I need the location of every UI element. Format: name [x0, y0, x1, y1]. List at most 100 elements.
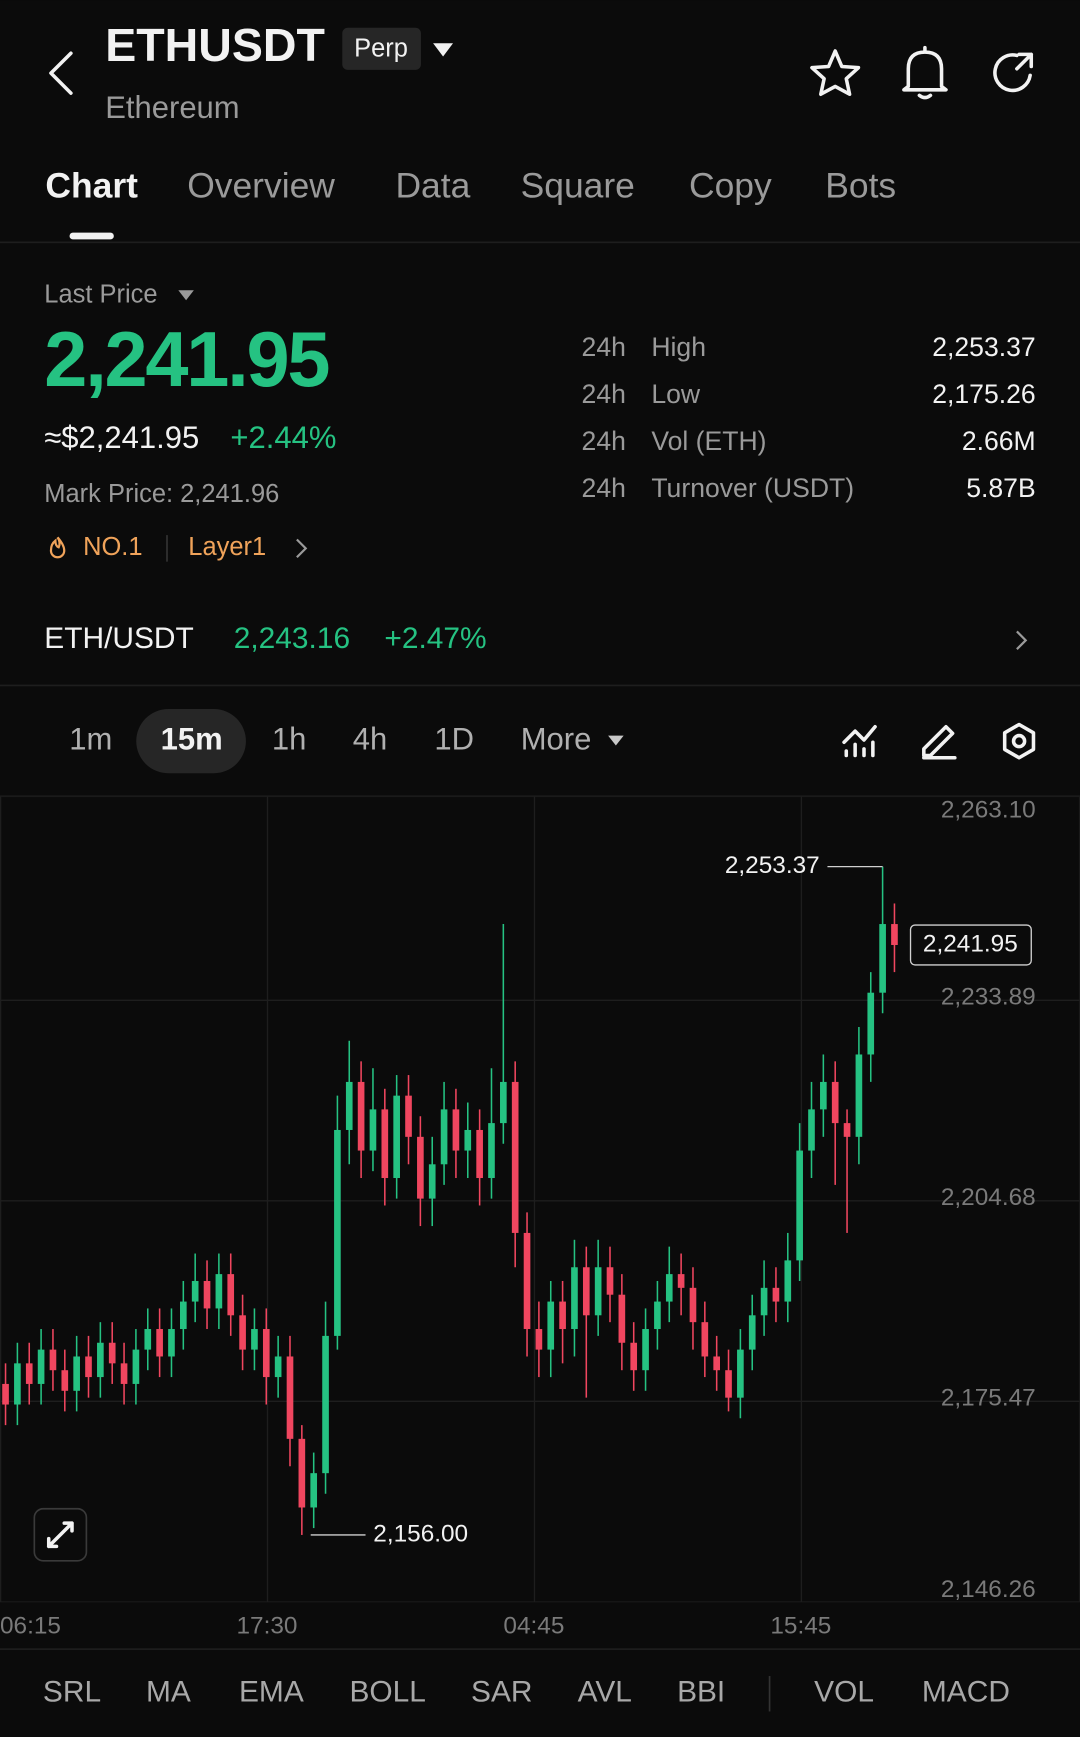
- stats: 24h High 2,253.37 24h Low 2,175.26 24h Vol (ETH…: [582, 332, 1036, 503]
- stat-period: 24h: [582, 426, 626, 456]
- tab[interactable]: Copy: [689, 166, 772, 206]
- indicator[interactable]: SRL: [43, 1676, 101, 1709]
- indicator[interactable]: BBI: [677, 1676, 725, 1709]
- candle-body: [61, 1370, 69, 1391]
- interval[interactable]: 1m: [69, 721, 112, 756]
- draw-icon[interactable]: [922, 724, 957, 760]
- settings-icon-dot[interactable]: [1011, 733, 1027, 749]
- candle-body: [144, 1329, 152, 1350]
- candle-body: [440, 1109, 448, 1165]
- stat-name: High: [651, 332, 706, 362]
- tab-underline: [69, 232, 114, 240]
- back-button[interactable]: [49, 51, 73, 95]
- x-tick-label: 15:45: [770, 1613, 831, 1640]
- candle-body: [594, 1267, 602, 1316]
- candle-body: [476, 1129, 483, 1179]
- candle-body: [760, 1287, 768, 1316]
- candle-body: [310, 1473, 318, 1508]
- price-change: +2.44%: [230, 420, 336, 455]
- candle-body: [879, 924, 886, 993]
- indicator[interactable]: AVL: [578, 1676, 632, 1709]
- candle-body: [156, 1329, 163, 1357]
- candle-body: [725, 1370, 732, 1398]
- low-marker-label: 2,156.00: [373, 1520, 468, 1547]
- settings-icon[interactable]: [1002, 722, 1036, 760]
- tab[interactable]: Data: [395, 166, 470, 206]
- tag[interactable]: NO.1: [83, 533, 142, 561]
- y-tick-label: 2,263.10: [941, 796, 1036, 823]
- candle-body: [345, 1081, 353, 1130]
- more-arrow[interactable]: [608, 735, 624, 746]
- indicator[interactable]: EMA: [239, 1676, 304, 1709]
- candle-body: [251, 1329, 258, 1350]
- candle-body: [393, 1095, 400, 1179]
- interval[interactable]: 1D: [434, 721, 474, 756]
- candle-body: [772, 1287, 780, 1302]
- badge[interactable]: Perp: [354, 35, 408, 63]
- high-marker-label: 2,253.37: [725, 852, 820, 879]
- tab[interactable]: Square: [521, 166, 635, 206]
- candle-body: [14, 1363, 21, 1405]
- badge-bg[interactable]: [342, 27, 421, 70]
- price-label-arrow[interactable]: [178, 290, 194, 301]
- candle-body: [298, 1438, 306, 1508]
- coin-name: Ethereum: [105, 90, 239, 125]
- indicator-icon[interactable]: [842, 724, 877, 758]
- divider: [0, 241, 1080, 244]
- candle-body: [132, 1349, 140, 1384]
- price-label[interactable]: Last Price: [44, 281, 157, 309]
- candle-body: [737, 1349, 744, 1398]
- candle-body: [831, 1081, 839, 1124]
- candle-body: [322, 1335, 329, 1474]
- star-icon[interactable]: [810, 49, 861, 96]
- stat-period: 24h: [582, 379, 626, 409]
- interval[interactable]: More: [521, 721, 592, 756]
- share-icon[interactable]: [993, 52, 1034, 93]
- expand-icon[interactable]: [46, 1521, 74, 1549]
- last-price-tag: [909, 924, 1032, 966]
- candle-body: [227, 1274, 235, 1316]
- stat-value: 2.66M: [962, 426, 1036, 456]
- spot-price[interactable]: 2,243.16: [234, 622, 350, 655]
- candle-body: [49, 1349, 57, 1371]
- spot-pair[interactable]: ETH/USDT: [44, 622, 193, 655]
- x-tick-label: 06:15: [0, 1613, 61, 1640]
- interval[interactable]: 1h: [272, 721, 306, 756]
- candle-body: [867, 992, 875, 1055]
- indicator[interactable]: VOL: [814, 1676, 874, 1709]
- divider: [0, 1648, 1080, 1650]
- bell-icon[interactable]: [902, 45, 948, 100]
- stat-value: 2,253.37: [932, 332, 1035, 362]
- candle-body: [428, 1164, 436, 1199]
- interval[interactable]: 4h: [353, 721, 387, 756]
- candle-body: [820, 1081, 827, 1110]
- tag[interactable]: Layer1: [188, 533, 266, 561]
- candle-body: [559, 1301, 566, 1330]
- interval[interactable]: 15m: [161, 721, 223, 756]
- last-price: 2,241.95: [44, 317, 328, 403]
- indicator[interactable]: BOLL: [349, 1676, 425, 1709]
- indicators: SRL MA EMA BOLL SAR AVL BBI VOL MACD: [43, 1676, 1010, 1709]
- stat-value: 2,175.26: [932, 379, 1035, 409]
- tab[interactable]: Chart: [45, 166, 138, 206]
- candle-body: [855, 1054, 863, 1137]
- tag-separator: [166, 535, 168, 562]
- tab[interactable]: Overview: [187, 166, 335, 206]
- indicator[interactable]: MA: [146, 1676, 191, 1709]
- candle-body: [547, 1301, 555, 1350]
- candle-body: [796, 1150, 803, 1261]
- candle-body: [618, 1294, 626, 1343]
- tab[interactable]: Bots: [825, 166, 896, 206]
- indicator[interactable]: MACD: [922, 1676, 1010, 1709]
- candle-body: [334, 1129, 341, 1336]
- dropdown-arrow[interactable]: [433, 43, 454, 57]
- spot-chevron[interactable]: [1016, 630, 1028, 650]
- candle-body: [286, 1356, 294, 1439]
- candle-body: [215, 1274, 223, 1309]
- candle-body: [262, 1329, 270, 1378]
- tag-chevron[interactable]: [296, 538, 308, 559]
- x-tick-label: 17:30: [236, 1613, 297, 1640]
- spot-change[interactable]: +2.47%: [384, 622, 486, 655]
- indicator[interactable]: SAR: [471, 1676, 532, 1709]
